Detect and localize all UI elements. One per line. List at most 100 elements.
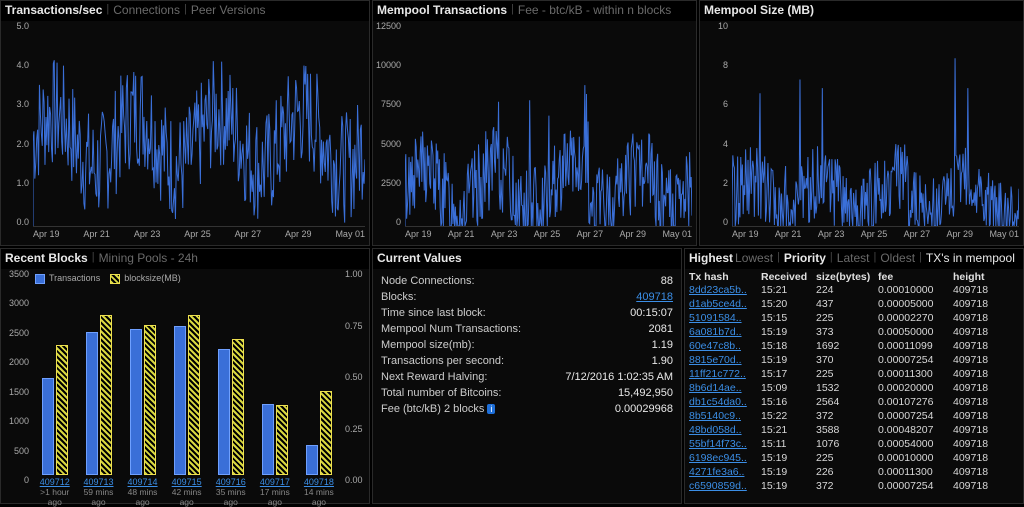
swatch-block	[110, 274, 120, 284]
table-row: d1ab5ce4d..15:204370.00005000409718	[689, 297, 1019, 311]
panel-header: Mempool Size (MB)	[700, 1, 1023, 21]
bar-group	[79, 315, 119, 475]
cell-height: 409718	[953, 353, 995, 367]
cell-fee: 0.00005000	[878, 297, 953, 311]
cell-height: 409718	[953, 409, 995, 423]
plot-area	[405, 21, 692, 227]
block-ago: >1 hour ago	[33, 487, 76, 507]
cell-received: 15:20	[761, 297, 816, 311]
cell-fee: 0.00011300	[878, 465, 953, 479]
block-link[interactable]: 409713	[83, 477, 113, 487]
chart-legend: Transactions blocksize(MB)	[35, 273, 181, 284]
y-axis-right: 1.000.750.500.250.00	[341, 269, 369, 485]
block-link[interactable]: 409717	[260, 477, 290, 487]
tx-hash-link[interactable]: 8815e70d..	[689, 353, 761, 367]
cell-received: 15:16	[761, 395, 816, 409]
bar-blocksize	[188, 315, 200, 475]
cell-fee: 0.00010000	[878, 451, 953, 465]
cell-height: 409718	[953, 437, 995, 451]
block-link[interactable]: 409712	[40, 477, 70, 487]
kv-row: Mempool size(mb):1.19	[381, 337, 673, 353]
bar-blocksize	[232, 339, 244, 475]
cell-size: 1532	[816, 381, 878, 395]
tab-fee-blocks[interactable]: Fee - btc/kB - within n blocks	[518, 3, 671, 17]
bar-blocksize	[276, 405, 288, 475]
table-row: 6a081b7d..15:193730.00050000409718	[689, 325, 1019, 339]
info-icon[interactable]: i	[487, 404, 495, 414]
value: 1.90	[652, 353, 673, 369]
block-link[interactable]: 409715	[172, 477, 202, 487]
kv-label: Time since last block:	[381, 305, 486, 321]
bar-blocksize	[320, 391, 332, 475]
legend-block-label: blocksize(MB)	[124, 273, 181, 283]
cell-received: 15:18	[761, 339, 816, 353]
table-row: 11ff21c772..15:172250.00011300409718	[689, 367, 1019, 381]
tab-priority[interactable]: Priority	[784, 251, 826, 265]
cell-height: 409718	[953, 465, 995, 479]
tab-lowest[interactable]: Lowest	[735, 251, 773, 265]
value: 88	[661, 273, 673, 289]
value-link[interactable]: 409718	[636, 289, 673, 305]
tx-hash-link[interactable]: 6a081b7d..	[689, 325, 761, 339]
value: 15,492,950	[618, 385, 673, 401]
cell-fee: 0.00011099	[878, 339, 953, 353]
bar-group	[167, 315, 207, 475]
table-row: 60e47c8b..15:1816920.00011099409718	[689, 339, 1019, 353]
tx-hash-link[interactable]: 8b6d14ae..	[689, 381, 761, 395]
col-header: Received	[761, 271, 816, 283]
tx-hash-link[interactable]: 51091584..	[689, 311, 761, 325]
tab-latest[interactable]: Latest	[837, 251, 870, 265]
cell-fee: 0.00007254	[878, 409, 953, 423]
tx-hash-link[interactable]: 8b5140c9..	[689, 409, 761, 423]
panel-recent-blocks: Recent Blocks | Mining Pools - 24h Trans…	[0, 248, 370, 504]
cell-received: 15:19	[761, 451, 816, 465]
value: 1.19	[652, 337, 673, 353]
kv-row: Fee (btc/kB) 2 blocksi0.00029968	[381, 401, 673, 417]
tab-highest[interactable]: Highest	[689, 251, 733, 265]
tab-peer-versions[interactable]: Peer Versions	[191, 3, 266, 17]
tx-hash-link[interactable]: 60e47c8b..	[689, 339, 761, 353]
cell-size: 225	[816, 311, 878, 325]
bar-blocksize	[56, 345, 68, 475]
tab-recent-blocks[interactable]: Recent Blocks	[5, 251, 88, 265]
cell-size: 372	[816, 409, 878, 423]
cell-height: 409718	[953, 381, 995, 395]
cell-size: 370	[816, 353, 878, 367]
tab-separator: |	[919, 251, 922, 265]
tx-hash-link[interactable]: db1c54da0..	[689, 395, 761, 409]
chart-tx-sec: 5.04.03.02.01.00.0 Apr 19Apr 21Apr 23Apr…	[1, 21, 369, 245]
tab-mining-pools[interactable]: Mining Pools - 24h	[99, 251, 198, 265]
line-chart-svg	[732, 21, 1019, 226]
cell-fee: 0.00002270	[878, 311, 953, 325]
tx-hash-link[interactable]: 55bf14f73c..	[689, 437, 761, 451]
bar-plot	[33, 269, 341, 475]
cell-size: 225	[816, 367, 878, 381]
tx-hash-link[interactable]: 8dd23ca5b..	[689, 283, 761, 297]
block-ago: 42 mins ago	[165, 487, 209, 507]
tx-hash-link[interactable]: c6590859d..	[689, 479, 761, 493]
cell-received: 15:21	[761, 283, 816, 297]
tx-hash-link[interactable]: 4271fe3a6..	[689, 465, 761, 479]
tx-hash-link[interactable]: 48bd058d..	[689, 423, 761, 437]
tab-connections[interactable]: Connections	[113, 3, 180, 17]
table-body: 8dd23ca5b..15:212240.00010000409718d1ab5…	[689, 283, 1019, 493]
tab-transactions-sec[interactable]: Transactions/sec	[5, 3, 102, 17]
col-header: Tx hash	[689, 271, 761, 283]
swatch-tx	[35, 274, 45, 284]
panel-current-values: Current Values Node Connections:88Blocks…	[372, 248, 682, 504]
block-link[interactable]: 409714	[128, 477, 158, 487]
kv-label: Blocks:	[381, 289, 416, 305]
col-header: fee	[878, 271, 953, 283]
table-row: c6590859d..15:193720.00007254409718	[689, 479, 1019, 493]
bar-group	[255, 404, 295, 475]
x-tick: 40971542 mins ago	[165, 477, 209, 503]
tab-mempool-transactions[interactable]: Mempool Transactions	[377, 3, 507, 17]
tx-hash-link[interactable]: d1ab5ce4d..	[689, 297, 761, 311]
line-chart-svg	[405, 21, 692, 226]
tx-hash-link[interactable]: 6198ec945..	[689, 451, 761, 465]
tab-oldest[interactable]: Oldest	[880, 251, 915, 265]
block-link[interactable]: 409716	[216, 477, 246, 487]
block-link[interactable]: 409718	[304, 477, 334, 487]
table-row: 51091584..15:152250.00002270409718	[689, 311, 1019, 325]
tx-hash-link[interactable]: 11ff21c772..	[689, 367, 761, 381]
